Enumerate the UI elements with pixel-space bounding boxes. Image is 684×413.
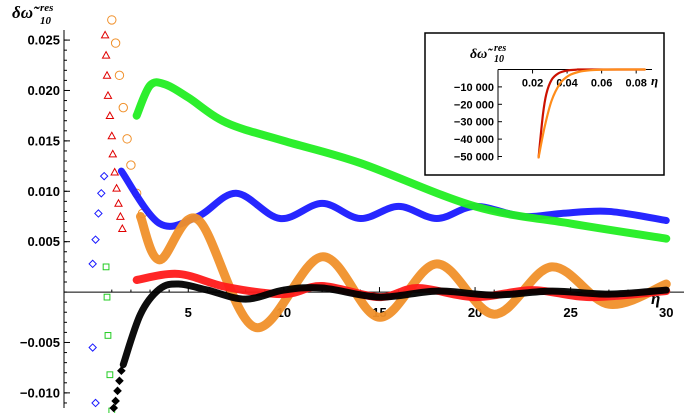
data-point-diamond xyxy=(99,171,109,181)
y-axis-title-sub: 10 xyxy=(40,15,52,27)
data-point-diamond xyxy=(115,376,124,386)
data-point-triangle xyxy=(103,90,113,99)
data-point-circle xyxy=(126,160,136,170)
inset-x-tick-label: 0.08 xyxy=(625,77,646,89)
data-point-circle xyxy=(122,134,132,144)
y-tick-label: 0.010 xyxy=(27,184,60,199)
data-point-triangle xyxy=(101,50,111,59)
inset-series-line xyxy=(537,68,646,159)
inset-plot: 0.02 0.04 0.06 0.08−10 000−20 000−30 000−40… xyxy=(424,32,665,176)
inset-y-tick-label: −30 000 xyxy=(454,117,494,129)
data-point-diamond xyxy=(113,386,122,396)
inset-y-axis-title-sub: 10 xyxy=(494,54,504,65)
inset-x-axis-title: η xyxy=(651,73,658,88)
y-tick-label: 0.020 xyxy=(27,83,60,98)
data-point-diamond xyxy=(96,188,106,198)
data-point-triangle xyxy=(114,198,123,207)
x-tick-label: 25 xyxy=(563,305,577,320)
data-point-triangle xyxy=(100,30,110,39)
data-point-triangle xyxy=(108,149,118,158)
series-line xyxy=(132,78,671,243)
data-point-diamond xyxy=(111,396,120,406)
inset-y-axis-title-sup: res xyxy=(494,43,506,54)
data-point-diamond xyxy=(91,398,100,408)
inset-y-tick-label: −10 000 xyxy=(454,82,494,94)
inset-y-tick-label: −20 000 xyxy=(454,99,494,111)
data-point-circle xyxy=(118,102,128,113)
inset-x-tick-label: 0.02 xyxy=(522,77,543,89)
data-point-circle xyxy=(107,15,117,25)
data-point-square xyxy=(103,293,111,301)
y-tick-label: −0.010 xyxy=(20,385,60,400)
data-point-square xyxy=(102,263,110,271)
data-point-diamond xyxy=(109,403,119,413)
x-axis-title: η xyxy=(651,289,660,308)
inset-y-tick-label: −50 000 xyxy=(454,152,494,164)
data-point-triangle xyxy=(115,211,125,220)
data-point-triangle xyxy=(117,223,127,232)
inset-x-tick-label: 0.06 xyxy=(591,77,612,89)
inset-series-line xyxy=(537,68,646,159)
inset-y-tick-label: −40 000 xyxy=(454,134,494,146)
main-plot: 5 10 15 20 25 30−0.010−0.0050.0050.0100.0150.… xyxy=(12,2,684,413)
x-tick-label: 5 xyxy=(185,305,192,320)
y-axis-title-sup: res xyxy=(40,2,53,14)
data-point-diamond xyxy=(117,366,126,376)
data-point-circle xyxy=(110,38,121,48)
data-point-square xyxy=(104,332,112,339)
data-point-circle xyxy=(114,70,125,81)
series-line xyxy=(135,211,671,332)
series-line xyxy=(119,280,670,369)
data-point-square xyxy=(106,371,114,379)
y-tick-label: 0.015 xyxy=(27,133,60,148)
x-tick-label: 30 xyxy=(659,305,673,320)
y-axis-title: δω̃ xyxy=(12,3,40,22)
data-point-diamond xyxy=(94,209,103,218)
data-point-triangle xyxy=(112,183,122,192)
data-point-triangle xyxy=(107,131,117,140)
y-tick-label: 0.025 xyxy=(27,33,60,48)
y-tick-label: −0.005 xyxy=(20,335,60,350)
y-tick-label: 0.005 xyxy=(27,234,60,249)
data-point-triangle xyxy=(110,167,120,176)
data-point-diamond xyxy=(88,259,97,269)
data-point-triangle xyxy=(102,70,112,79)
data-point-triangle xyxy=(105,111,115,120)
data-point-diamond xyxy=(88,343,97,352)
data-point-diamond xyxy=(91,235,100,244)
